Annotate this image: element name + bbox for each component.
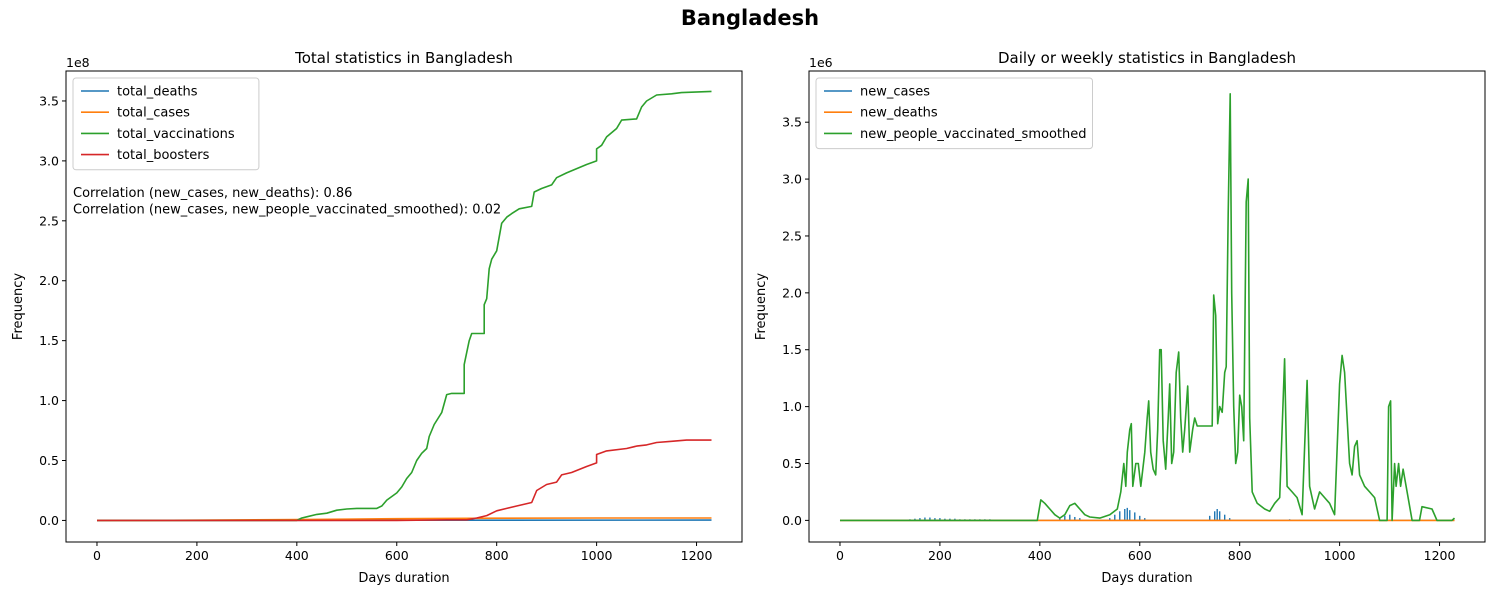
y-tick-label: 3.0 — [782, 172, 802, 187]
x-tick-label: 1200 — [1424, 548, 1456, 563]
left-chart-total-statistics: 0 200 400 600 800 1000 1200 0.0 0.5 1.0 1.5 2.0 2.5 3… — [11, 49, 743, 586]
y-scale-label: 1e8 — [66, 55, 90, 70]
y-tick-label: 0.5 — [39, 453, 59, 468]
x-tick-label: 400 — [1028, 548, 1052, 563]
chart-title: Daily or weekly statistics in Bangladesh — [998, 49, 1296, 67]
x-tick-label: 800 — [485, 548, 509, 563]
correlation-annotation-1: Correlation (new_cases, new_deaths): 0.8… — [73, 186, 352, 201]
series-line-new-people-vaccinated-smoothed — [840, 93, 1456, 522]
x-axis-label: Days duration — [358, 571, 449, 586]
x-tick-label: 600 — [385, 548, 409, 563]
legend-label-total-boosters: total_boosters — [117, 148, 210, 163]
legend-box — [72, 77, 260, 171]
y-tick-label: 0.0 — [39, 513, 59, 528]
correlation-annotation-2: Correlation (new_cases, new_people_vacci… — [73, 203, 501, 218]
y-tick-label: 2.0 — [782, 285, 802, 300]
figure-title: Bangladesh — [680, 6, 820, 30]
x-tick-label: 600 — [1128, 548, 1152, 563]
y-tick-label: 3.5 — [782, 115, 802, 130]
x-tick-label: 1000 — [1324, 548, 1356, 563]
plot-frame — [808, 70, 1486, 543]
y-tick-label: 2.5 — [782, 228, 802, 243]
legend-label-new-deaths: new_deaths — [860, 106, 938, 121]
y-tick-label: 3.0 — [39, 153, 59, 168]
x-tick-label: 0 — [93, 548, 101, 563]
legend-label-new-cases: new_cases — [860, 85, 930, 100]
legend-label-new-people-vaccinated-smoothed: new_people_vaccinated_smoothed — [860, 127, 1086, 142]
plot-frame — [65, 70, 743, 543]
x-axis-label: Days duration — [1101, 571, 1192, 586]
series-line-total-boosters — [97, 439, 712, 522]
legend-label-total-vaccinations: total_vaccinations — [117, 127, 235, 142]
x-tick-label: 200 — [928, 548, 952, 563]
y-scale-label: 1e6 — [809, 55, 833, 70]
legend-label-total-deaths: total_deaths — [117, 85, 198, 100]
y-tick-label: 3.5 — [39, 93, 59, 108]
legend-label-total-cases: total_cases — [117, 106, 190, 121]
chart-title: Total statistics in Bangladesh — [294, 49, 513, 67]
x-tick-label: 1000 — [581, 548, 613, 563]
x-tick-label: 0 — [836, 548, 844, 563]
legend-box — [815, 77, 1093, 150]
y-tick-label: 1.5 — [39, 333, 59, 348]
y-tick-label: 2.5 — [39, 213, 59, 228]
legend: total_deaths total_cases total_vaccination… — [72, 77, 260, 171]
x-tick-label: 400 — [285, 548, 309, 563]
x-tick-label: 200 — [185, 548, 209, 563]
y-axis-label: Frequency — [11, 273, 26, 340]
right-chart-daily-statistics: 0 200 400 600 800 1000 1200 0.0 0.5 1.0 1.5 2.0 2.5 3… — [754, 49, 1486, 586]
y-tick-label: 1.0 — [782, 399, 802, 414]
legend: new_cases new_deaths new_people_vaccinated… — [815, 77, 1093, 150]
y-axis-label: Frequency — [754, 273, 769, 340]
x-tick-label: 800 — [1228, 548, 1252, 563]
y-tick-label: 1.0 — [39, 393, 59, 408]
y-tick-label: 0.5 — [782, 456, 802, 471]
y-tick-label: 2.0 — [39, 273, 59, 288]
y-tick-label: 0.0 — [782, 513, 802, 528]
series-line-total-vaccinations — [97, 90, 712, 522]
y-tick-label: 1.5 — [782, 342, 802, 357]
x-tick-label: 1200 — [681, 548, 713, 563]
